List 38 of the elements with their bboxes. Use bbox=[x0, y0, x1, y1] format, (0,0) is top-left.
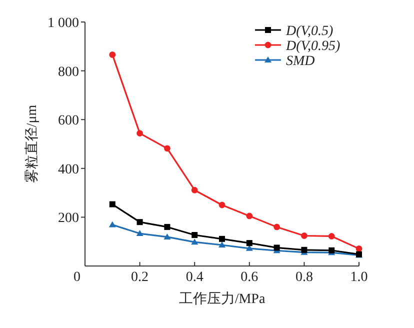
point bbox=[109, 51, 116, 58]
point bbox=[136, 219, 143, 226]
point bbox=[301, 232, 308, 239]
point bbox=[109, 201, 116, 208]
x-tick-label: 1.0 bbox=[350, 270, 368, 285]
point bbox=[191, 238, 198, 245]
point bbox=[219, 236, 225, 242]
point bbox=[164, 224, 170, 230]
point bbox=[108, 221, 116, 228]
y-tick-label: 800 bbox=[58, 64, 79, 80]
point bbox=[192, 232, 198, 238]
point bbox=[246, 240, 252, 246]
x-tick-label: 0.2 bbox=[131, 270, 149, 285]
x-tick-label: 0.8 bbox=[295, 270, 313, 285]
y-tick-label: 1 000 bbox=[48, 16, 79, 31]
point bbox=[164, 233, 171, 240]
legend-label: SMD bbox=[286, 54, 315, 69]
x-axis-title: 工作压力/MPa bbox=[178, 291, 266, 307]
point bbox=[191, 186, 198, 194]
legend-label: D(V,0.95) bbox=[285, 39, 341, 54]
legend-label: D(V,0.5) bbox=[285, 24, 334, 39]
point bbox=[218, 202, 226, 208]
point bbox=[274, 224, 280, 230]
point bbox=[274, 244, 280, 251]
point bbox=[164, 145, 170, 152]
x-tick-label: 0.6 bbox=[240, 270, 258, 285]
point bbox=[356, 245, 362, 252]
point bbox=[136, 130, 143, 136]
y-axis-title: 雾粒直径/μm bbox=[24, 104, 40, 184]
point bbox=[246, 212, 253, 220]
point bbox=[328, 233, 335, 240]
point bbox=[136, 230, 144, 236]
point bbox=[218, 242, 226, 248]
y-tick-label: 600 bbox=[58, 114, 79, 129]
x-tick-label: 0 bbox=[74, 270, 80, 285]
x-tick-label: 0.4 bbox=[186, 270, 204, 285]
y-tick-label: 400 bbox=[58, 162, 79, 178]
y-tick-label: 200 bbox=[58, 211, 79, 226]
